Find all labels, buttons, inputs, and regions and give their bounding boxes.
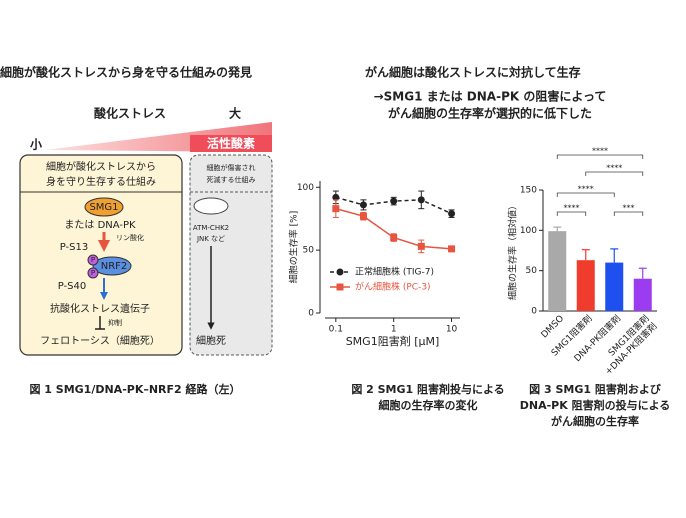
nrf2-label: NRF2 [101, 261, 128, 272]
box-header: 細胞が酸化ストレスから [46, 160, 156, 173]
pathway-label: JNK など [196, 235, 225, 243]
significance-bracket [613, 211, 644, 216]
y-tick-label: 0 [531, 307, 537, 317]
box-header: 死滅する仕組み [207, 175, 256, 184]
header-left: 細胞が酸化ストレスから身を守る仕組みの発見 [0, 65, 252, 80]
box-header: 細胞が傷害され [207, 163, 256, 172]
caption: 細胞の生存率の変化 [379, 398, 478, 412]
caption: 図 2 SMG1 阻害剤投与による [351, 382, 504, 396]
legend-marker [336, 268, 344, 276]
ps13-label: P-S13 [60, 242, 89, 253]
marker [332, 193, 340, 201]
x-tick-label: DMSO [540, 314, 567, 341]
p-circle [87, 267, 99, 279]
ros-box [190, 135, 272, 152]
header-right: がん細胞は酸化ストレスに対抗して生存 [365, 65, 581, 80]
marker [417, 242, 425, 250]
bar [605, 262, 624, 311]
significance-label: **** [564, 204, 580, 213]
smg1-label: SMG1 [89, 202, 118, 213]
significance-label: **** [578, 185, 594, 194]
marker [417, 196, 425, 204]
bar [576, 260, 595, 311]
large-label: 大 [229, 106, 241, 121]
y-tick-label: 100 [297, 183, 314, 193]
marker [359, 212, 367, 220]
y-tick-label: 50 [303, 246, 315, 256]
y-axis-title: 細胞の生存率（相対値） [507, 201, 519, 300]
marker [359, 201, 367, 209]
significance-label: *** [623, 204, 635, 213]
y-tick-label: 0 [308, 309, 314, 319]
death-box [189, 154, 273, 356]
x-tick-label: 10 [446, 325, 458, 335]
caption: がん細胞の生存率 [551, 414, 639, 428]
smg1-node [84, 197, 124, 217]
y-tick-label: 50 [526, 266, 538, 276]
y-tick-label: 150 [520, 186, 537, 196]
x-axis-title: SMG1阻害剤 [μM] [346, 334, 440, 348]
inhibit-label: 抑制 [108, 318, 122, 327]
caption: 図 3 SMG1 阻害剤および [529, 382, 662, 396]
legend-marker [336, 283, 344, 291]
nrf2-node [92, 256, 132, 276]
legend-label: がん細胞株 (PC-3) [355, 281, 431, 293]
y-axis-title: 細胞の生存率 [%] [288, 211, 300, 283]
legend-label: 正常細胞株 (TIG-7) [355, 266, 434, 278]
small-label: 小 [30, 137, 42, 152]
node [193, 197, 229, 215]
significance-bracket [556, 192, 615, 197]
ferroptosis-label: フェロトーシス（細胞死） [40, 334, 160, 347]
bar [633, 278, 652, 311]
pathway-label: ATM-CHK2 [193, 224, 229, 232]
marker [390, 234, 398, 242]
death-label: 細胞死 [196, 334, 226, 347]
marker [448, 245, 456, 253]
p-label: P [91, 256, 95, 264]
significance-bracket [556, 211, 587, 216]
caption: 図 1 SMG1/DNA-PK–NRF2 経路（左） [29, 382, 240, 396]
significance-label: **** [606, 164, 622, 173]
subtitle: →SMG1 または DNA-PK の阻害によって [374, 89, 607, 104]
stress-label: 酸化ストレス [94, 106, 166, 121]
box-header: 身を守り生存する仕組み [46, 175, 156, 188]
x-tick-label: 0.1 [329, 325, 343, 335]
phospho-label: リン酸化 [116, 233, 144, 242]
significance-bracket [585, 171, 644, 176]
genes-label: 抗酸化ストレス遺伝子 [50, 302, 150, 315]
survival-box [19, 154, 183, 356]
dnapk-label: または DNA-PK [64, 219, 136, 231]
subtitle: がん細胞の生存率が選択的に低下した [388, 106, 592, 121]
p-label: P [91, 269, 95, 277]
p-circle [87, 254, 99, 266]
y-tick-label: 100 [520, 226, 537, 236]
marker [448, 210, 456, 218]
x-tick-label: 1 [391, 325, 397, 335]
ros-label: 活性酸素 [207, 136, 255, 151]
caption: DNA-PK 阻害剤の投与による [520, 398, 671, 412]
ps40-label: P-S40 [58, 281, 87, 292]
significance-label: **** [592, 147, 608, 156]
significance-bracket [556, 154, 644, 159]
bar [548, 231, 567, 311]
marker [332, 205, 340, 213]
series-line [335, 207, 452, 250]
marker [390, 197, 398, 205]
